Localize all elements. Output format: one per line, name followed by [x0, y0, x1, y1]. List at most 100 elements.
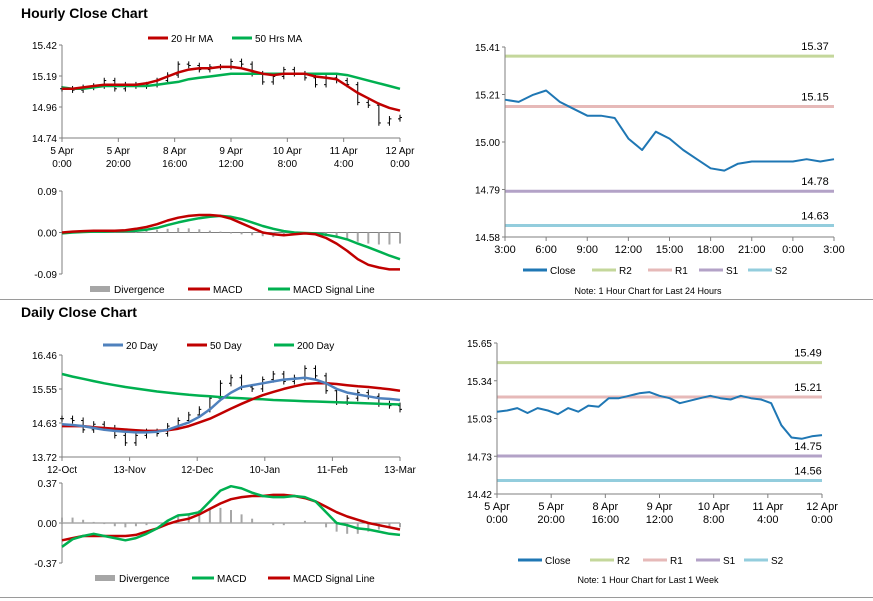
legend-weekly-s1-label: S1 — [723, 556, 736, 567]
hourly-24h-level-label-s2: 14.63 — [801, 211, 829, 223]
hourly-price-xtick-label: 5 Apr — [107, 146, 131, 157]
hourly-price-xtick-label: 12 Apr — [386, 146, 416, 157]
legend-50-day-label: 50 Day — [210, 341, 242, 352]
daily-macd-ytick-label: 0.37 — [38, 479, 58, 490]
hourly-24h-xtick-label: 21:00 — [738, 244, 766, 256]
hourly-price-xtick-label: 0:00 — [390, 159, 410, 170]
hourly-50hr-ma-line — [61, 72, 401, 91]
weekly-xtick-label: 0:00 — [486, 514, 507, 526]
hourly-price-xtick-label: 8:00 — [278, 159, 298, 170]
legend-daily-macd-label: MACD — [217, 574, 246, 585]
daily-macd-signal-line — [61, 493, 401, 542]
hourly-24h-xtick-label: 18:00 — [697, 244, 725, 256]
hourly-price-xtick-label: 12:00 — [218, 159, 243, 170]
hourly-price-xtick-label: 9 Apr — [219, 146, 243, 157]
legend-daily-divergence-swatch — [95, 575, 115, 581]
weekly-xtick-label: 4:00 — [757, 514, 778, 526]
weekly-ytick-label: 15.03 — [467, 415, 492, 426]
hourly-macd-line — [61, 213, 400, 271]
weekly-ytick-label: 14.42 — [467, 490, 492, 501]
bottom-divider — [0, 597, 873, 598]
weekly-close-line — [496, 391, 823, 440]
weekly-xtick-label: 12:00 — [646, 514, 674, 526]
daily-50day-line — [62, 382, 401, 433]
hourly-24h-level-label-s1: 14.78 — [801, 176, 829, 188]
hourly-24h-xtick-label: 9:00 — [577, 244, 598, 256]
hourly-24h-level-label-r2: 15.37 — [801, 41, 829, 53]
legend-24h-r1-label: R1 — [675, 266, 688, 277]
daily-200day-line — [61, 372, 401, 406]
hourly-macd-ytick-label: 0.09 — [38, 187, 58, 198]
weekly-note: Note: 1 Hour Chart for Last 1 Week — [578, 575, 719, 585]
legend-24h-close-label: Close — [550, 266, 576, 277]
weekly-ytick-label: 14.73 — [467, 452, 492, 463]
legend-hourly-divergence-label: Divergence — [114, 285, 165, 296]
daily-price-xtick-label: 10-Jan — [250, 465, 281, 476]
daily-price-ytick-label: 15.55 — [32, 385, 57, 396]
hourly-24h-xtick-label: 12:00 — [615, 244, 643, 256]
hourly-24h-close-line — [504, 89, 835, 172]
daily-price-xtick-label: 13-Mar — [384, 465, 416, 476]
daily-price-xtick-label: 12-Oct — [47, 465, 77, 476]
hourly-24h-xtick-label: 3:00 — [494, 244, 515, 256]
hourly-price-ytick-label: 14.74 — [32, 134, 57, 145]
legend-weekly-close-label: Close — [545, 556, 571, 567]
hourly-24h-note: Note: 1 Hour Chart for Last 24 Hours — [574, 286, 722, 296]
hourly-price-xtick-label: 20:00 — [106, 159, 131, 170]
daily-macd-ytick-label: 0.00 — [38, 519, 58, 530]
weekly-xtick-label: 11 Apr — [752, 501, 783, 513]
legend-weekly-r2-label: R2 — [617, 556, 630, 567]
daily-price-ytick-label: 13.72 — [32, 453, 57, 464]
legend-24h-r2-label: R2 — [619, 266, 632, 277]
weekly-xtick-label: 5 Apr — [538, 501, 564, 513]
hourly-macd-ytick-label: 0.00 — [38, 229, 58, 240]
legend-daily-divergence-label: Divergence — [119, 574, 170, 585]
legend-weekly-r1-label: R1 — [670, 556, 683, 567]
hourly-section-title: Hourly Close Chart — [21, 5, 148, 21]
legend-daily-signal-label: MACD Signal Line — [293, 574, 375, 585]
hourly-price-xtick-label: 5 Apr — [50, 146, 74, 157]
hourly-24h-ytick-label: 15.21 — [475, 91, 500, 102]
hourly-20hr-ma-line — [62, 65, 401, 112]
daily-price-ytick-label: 14.63 — [32, 419, 57, 430]
weekly-level-label-s2: 14.56 — [794, 465, 822, 477]
weekly-xtick-label: 8 Apr — [592, 501, 618, 513]
daily-price-xtick-label: 13-Nov — [113, 465, 145, 476]
hourly-24h-ytick-label: 14.79 — [475, 186, 500, 197]
daily-price-xtick-label: 11-Feb — [317, 465, 348, 476]
legend-50hrs-ma-label: 50 Hrs MA — [255, 34, 303, 45]
weekly-level-label-s1: 14.75 — [794, 441, 822, 453]
legend-20hr-ma-label: 20 Hr MA — [171, 34, 214, 45]
weekly-xtick-label: 20:00 — [537, 514, 565, 526]
hourly-price-xtick-label: 10 Apr — [273, 146, 303, 157]
weekly-ytick-label: 15.65 — [467, 339, 492, 350]
hourly-24h-ytick-label: 15.41 — [475, 43, 500, 54]
hourly-price-ytick-label: 14.96 — [32, 103, 57, 114]
legend-200-day-label: 200 Day — [297, 341, 334, 352]
hourly-price-xtick-label: 0:00 — [52, 159, 72, 170]
legend-24h-s1-label: S1 — [726, 266, 739, 277]
daily-price-ytick-label: 16.46 — [32, 351, 57, 362]
hourly-24h-ytick-label: 14.58 — [475, 233, 500, 244]
daily-macd-ytick-label: -0.37 — [34, 559, 57, 570]
legend-weekly-s2-label: S2 — [771, 556, 784, 567]
hourly-24h-ytick-label: 15.00 — [475, 138, 500, 149]
hourly-price-xtick-label: 8 Apr — [163, 146, 187, 157]
hourly-24h-level-label-r1: 15.15 — [801, 92, 829, 104]
weekly-xtick-label: 8:00 — [703, 514, 724, 526]
hourly-24h-xtick-label: 0:00 — [782, 244, 803, 256]
weekly-level-label-r2: 15.49 — [794, 348, 822, 360]
legend-hourly-divergence-swatch — [90, 286, 110, 292]
daily-macd-line — [61, 484, 401, 548]
hourly-price-xtick-label: 4:00 — [334, 159, 354, 170]
daily-section-title: Daily Close Chart — [21, 304, 137, 320]
hourly-24h-xtick-label: 6:00 — [535, 244, 556, 256]
hourly-24h-xtick-label: 15:00 — [656, 244, 684, 256]
legend-20-day-label: 20 Day — [126, 341, 158, 352]
daily-price-xtick-label: 12-Dec — [181, 465, 213, 476]
hourly-price-ytick-label: 15.42 — [32, 41, 57, 52]
weekly-ytick-label: 15.34 — [467, 377, 492, 388]
legend-24h-s2-label: S2 — [775, 266, 788, 277]
weekly-level-label-r1: 15.21 — [794, 382, 822, 394]
